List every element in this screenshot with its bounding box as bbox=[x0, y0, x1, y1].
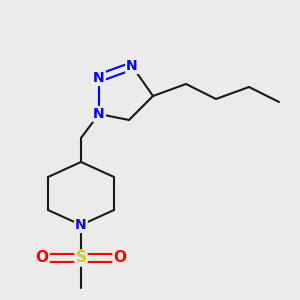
Text: N: N bbox=[93, 107, 105, 121]
Text: O: O bbox=[35, 250, 49, 266]
Text: N: N bbox=[93, 71, 105, 85]
Text: S: S bbox=[76, 250, 86, 266]
Text: N: N bbox=[75, 218, 87, 232]
Text: N: N bbox=[126, 59, 138, 73]
Text: O: O bbox=[113, 250, 127, 266]
